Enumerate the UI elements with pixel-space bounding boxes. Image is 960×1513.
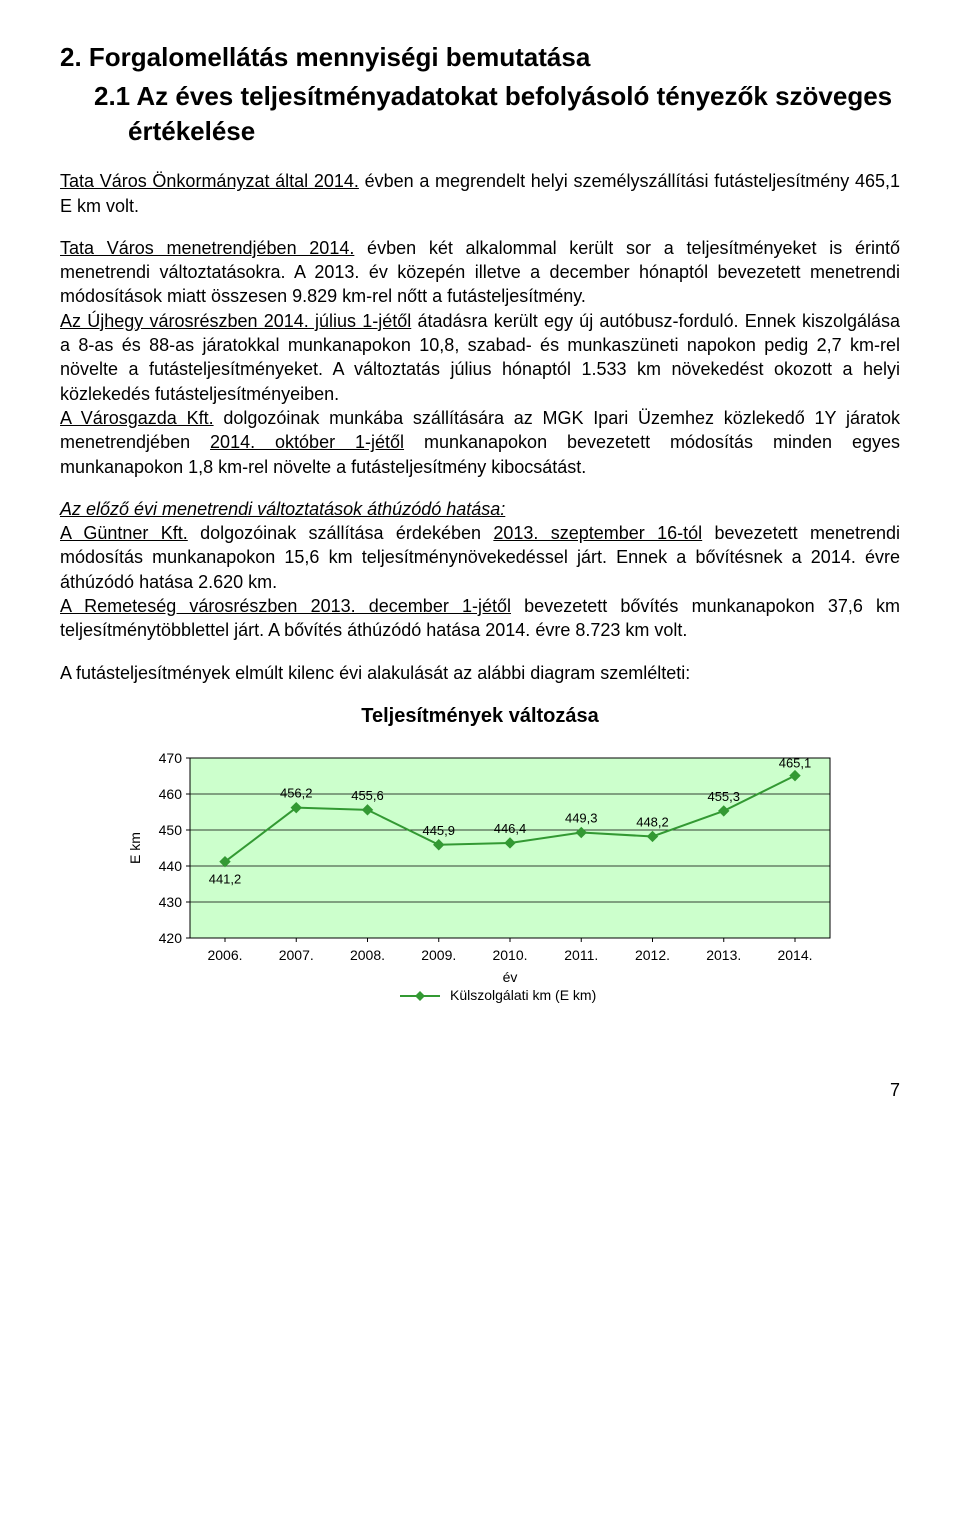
svg-text:Külszolgálati km (E km): Külszolgálati km (E km)	[450, 987, 596, 1003]
chart-svg: 420 430 440 450 460 470 E km 441,2 456,2 455,6 445…	[100, 748, 860, 1048]
p2-s2-u: Az Újhegy városrészben 2014. július 1-jé…	[60, 311, 411, 331]
page-number: 7	[60, 1078, 900, 1102]
svg-text:455,6: 455,6	[351, 788, 384, 803]
svg-text:2006.: 2006.	[207, 947, 242, 963]
svg-text:2012.: 2012.	[635, 947, 670, 963]
svg-text:E km: E km	[127, 832, 143, 864]
p2-s1-u: Tata Város menetrendjében 2014.	[60, 238, 354, 258]
section-heading-2: 2. Forgalomellátás mennyiségi bemutatása	[60, 40, 900, 75]
svg-text:2013.: 2013.	[706, 947, 741, 963]
svg-text:2008.: 2008.	[350, 947, 385, 963]
svg-text:2014.: 2014.	[777, 947, 812, 963]
svg-text:465,1: 465,1	[779, 756, 812, 771]
section-heading-2-1: 2.1 Az éves teljesítményadatokat befolyá…	[94, 79, 900, 149]
svg-text:445,9: 445,9	[422, 823, 455, 838]
svg-text:470: 470	[159, 750, 183, 766]
svg-text:2010.: 2010.	[492, 947, 527, 963]
svg-text:448,2: 448,2	[636, 814, 669, 829]
svg-text:440: 440	[159, 858, 183, 874]
svg-text:év: év	[503, 969, 518, 985]
p3-s1-mid: dolgozóinak szállítása érdekében	[188, 523, 494, 543]
p3-title: Az előző évi menetrendi változtatások át…	[60, 499, 505, 519]
paragraph-3: Az előző évi menetrendi változtatások át…	[60, 497, 900, 643]
performance-chart: 420 430 440 450 460 470 E km 441,2 456,2 455,6 445…	[100, 748, 900, 1048]
svg-text:446,4: 446,4	[494, 821, 527, 836]
p3-s1-u: A Güntner Kft.	[60, 523, 188, 543]
svg-text:441,2: 441,2	[209, 872, 242, 887]
svg-text:2007.: 2007.	[279, 947, 314, 963]
svg-text:455,3: 455,3	[707, 789, 740, 804]
svg-text:2011.: 2011.	[564, 947, 598, 963]
svg-text:449,3: 449,3	[565, 810, 598, 825]
p2-s3-u: A Városgazda Kft.	[60, 408, 214, 428]
paragraph-1: Tata Város Önkormányzat által 2014. évbe…	[60, 169, 900, 218]
p1-underline: Tata Város Önkormányzat által 2014.	[60, 171, 359, 191]
svg-text:420: 420	[159, 930, 183, 946]
svg-text:456,2: 456,2	[280, 786, 313, 801]
paragraph-2: Tata Város menetrendjében 2014. évben ké…	[60, 236, 900, 479]
p3-s1-u2: 2013. szeptember 16-tól	[493, 523, 702, 543]
svg-text:450: 450	[159, 822, 183, 838]
chart-title: Teljesítmények változása	[60, 703, 900, 730]
paragraph-4: A futásteljesítmények elmúlt kilenc évi …	[60, 661, 900, 685]
svg-text:2009.: 2009.	[421, 947, 456, 963]
p3-s2-u: A Remeteség városrészben 2013. december …	[60, 596, 511, 616]
p2-s3-u2: 2014. október 1-jétől	[210, 432, 404, 452]
svg-text:430: 430	[159, 894, 183, 910]
svg-text:460: 460	[159, 786, 183, 802]
